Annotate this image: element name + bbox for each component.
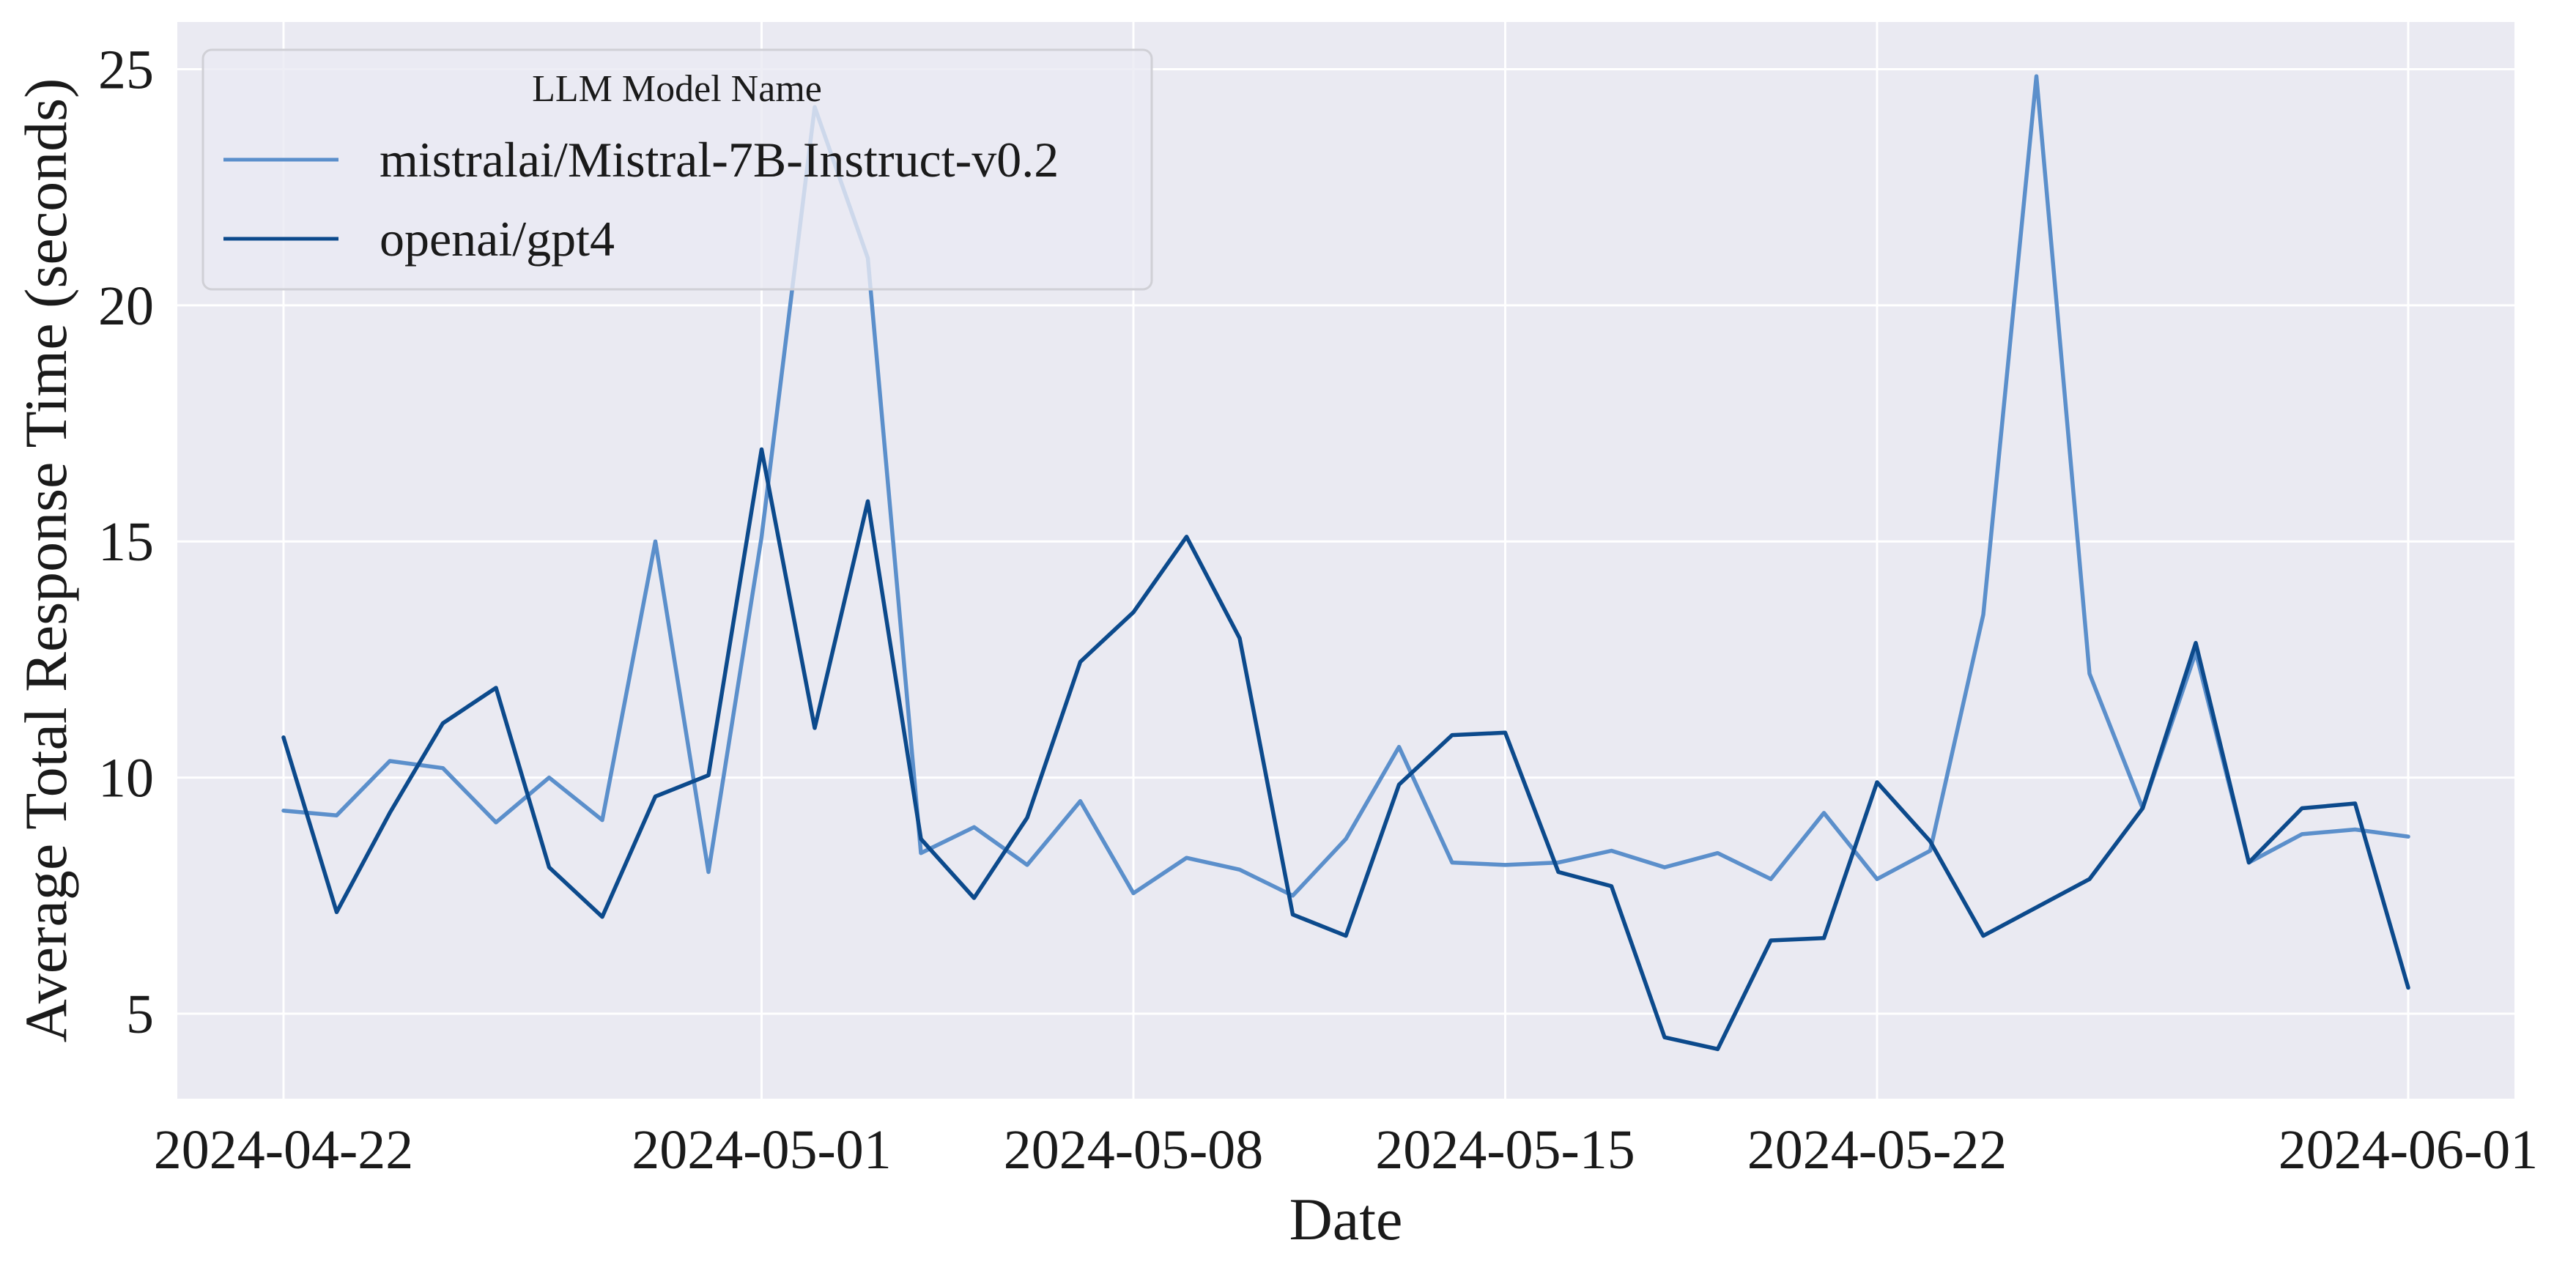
x-tick-label: 2024-05-08	[1004, 1119, 1264, 1181]
y-tick-labels: 5 10 15 20 25	[98, 39, 154, 1044]
y-axis-label: Average Total Response Time (seconds)	[12, 78, 79, 1043]
y-tick-label: 10	[98, 748, 154, 809]
x-tick-label: 2024-04-22	[154, 1119, 414, 1181]
series-layer	[281, 74, 2410, 1052]
x-tick-labels: 2024-04-22 2024-05-01 2024-05-08 2024-05-15…	[154, 1119, 2539, 1181]
legend-label-gpt4: openai/gpt4	[380, 211, 615, 267]
y-tick-label: 20	[98, 275, 154, 337]
legend: LLM Model Name mistralai/Mistral-7B-Inst…	[201, 48, 1153, 291]
y-tick-label: 5	[126, 984, 154, 1045]
legend-label-mistral: mistralai/Mistral-7B-Instruct-v0.2	[380, 132, 1059, 188]
series-line-gpt4	[281, 447, 2410, 1052]
y-tick-label: 25	[98, 39, 154, 100]
legend-box	[201, 48, 1153, 291]
x-tick-label: 2024-06-01	[2279, 1119, 2539, 1181]
series-line-mistral	[281, 74, 2410, 898]
x-axis-label: Date	[1289, 1186, 1403, 1252]
y-tick-label: 15	[98, 511, 154, 573]
legend-title: LLM Model Name	[532, 68, 822, 110]
x-tick-label: 2024-05-22	[1747, 1119, 2007, 1181]
x-tick-label: 2024-05-15	[1375, 1119, 1635, 1181]
x-tick-label: 2024-05-01	[632, 1119, 892, 1181]
